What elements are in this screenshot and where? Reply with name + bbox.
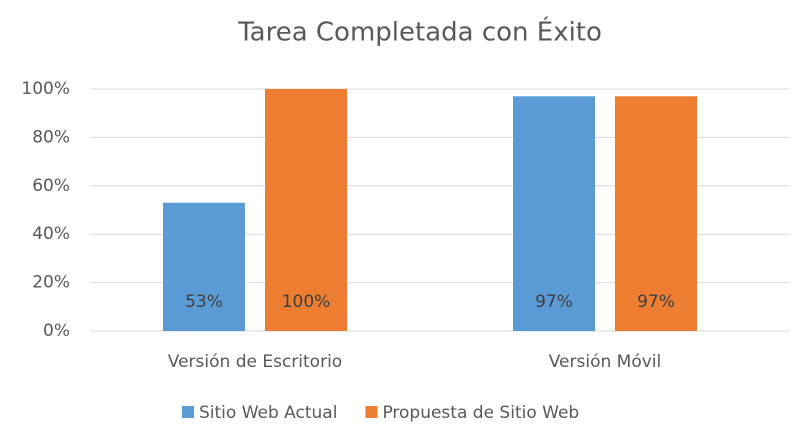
- data-label: 100%: [282, 292, 331, 312]
- y-tick-label: 60%: [32, 176, 70, 196]
- legend-swatch: [365, 406, 378, 418]
- bar: [265, 89, 347, 331]
- y-tick-label: 80%: [32, 127, 70, 147]
- legend-label: Sitio Web Actual: [199, 403, 337, 423]
- bar: [615, 96, 697, 331]
- y-tick-label: 0%: [43, 321, 70, 341]
- y-tick-label: 40%: [32, 224, 70, 244]
- y-tick-label: 100%: [21, 79, 70, 99]
- data-label: 97%: [637, 292, 675, 312]
- data-label: 97%: [535, 292, 573, 312]
- legend-swatch: [182, 406, 194, 418]
- y-tick-label: 20%: [32, 273, 70, 293]
- bar: [513, 96, 595, 331]
- x-tick-label: Versión Móvil: [549, 352, 662, 372]
- data-label: 53%: [185, 292, 223, 312]
- legend-label: Propuesta de Sitio Web: [382, 403, 579, 423]
- chart-title: Tarea Completada con Éxito: [237, 16, 602, 48]
- bar: [163, 202, 245, 331]
- x-tick-label: Versión de Escritorio: [168, 352, 342, 372]
